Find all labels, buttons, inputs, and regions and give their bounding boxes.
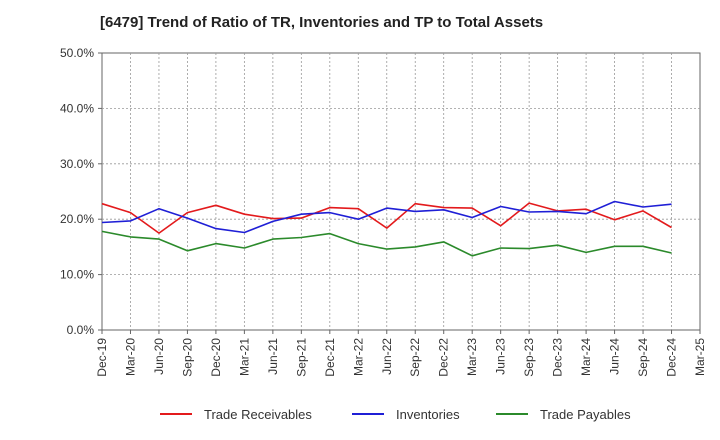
x-tick-label: Mar-21 [237, 338, 251, 376]
legend-label: Inventories [396, 407, 460, 422]
x-tick-label: Jun-20 [152, 338, 166, 375]
series-line-trade-payables [101, 230, 672, 257]
x-tick-label: Mar-22 [351, 338, 365, 376]
x-tick-label: Sep-20 [180, 338, 194, 377]
x-tick-label: Jun-24 [608, 338, 622, 375]
x-tick-label: Dec-19 [95, 338, 109, 377]
x-tick-label: Mar-20 [123, 338, 137, 376]
x-tick-label: Sep-23 [522, 338, 536, 377]
x-tick-label: Mar-23 [465, 338, 479, 376]
x-tick-label: Dec-23 [551, 338, 565, 377]
x-tick-label: Sep-22 [408, 338, 422, 377]
y-tick-label: 10.0% [60, 268, 94, 282]
x-tick-label: Dec-20 [209, 338, 223, 377]
x-tick-label: Jun-21 [266, 338, 280, 375]
x-tick-label: Dec-21 [323, 338, 337, 377]
x-tick-label: Mar-25 [693, 338, 707, 376]
y-tick-label: 20.0% [60, 212, 94, 226]
x-tick-label: Dec-24 [665, 338, 679, 377]
series-line-trade-receivables [101, 202, 672, 234]
x-tick-label: Jun-23 [494, 338, 508, 375]
x-tick-label: Mar-24 [579, 338, 593, 376]
x-tick-label: Sep-24 [636, 338, 650, 377]
y-tick-label: 50.0% [60, 46, 94, 60]
plot-frame [101, 52, 701, 331]
series-line-inventories [101, 200, 672, 234]
chart-title: [6479] Trend of Ratio of TR, Inventories… [100, 14, 544, 31]
y-tick-label: 30.0% [60, 157, 94, 171]
legend-label: Trade Payables [540, 407, 631, 422]
x-tick-label: Dec-22 [437, 338, 451, 377]
x-tick-label: Jun-22 [380, 338, 394, 375]
x-tick-label: Sep-21 [294, 338, 308, 377]
y-tick-label: 0.0% [67, 323, 95, 337]
legend-label: Trade Receivables [204, 407, 312, 422]
y-tick-label: 40.0% [60, 101, 94, 115]
